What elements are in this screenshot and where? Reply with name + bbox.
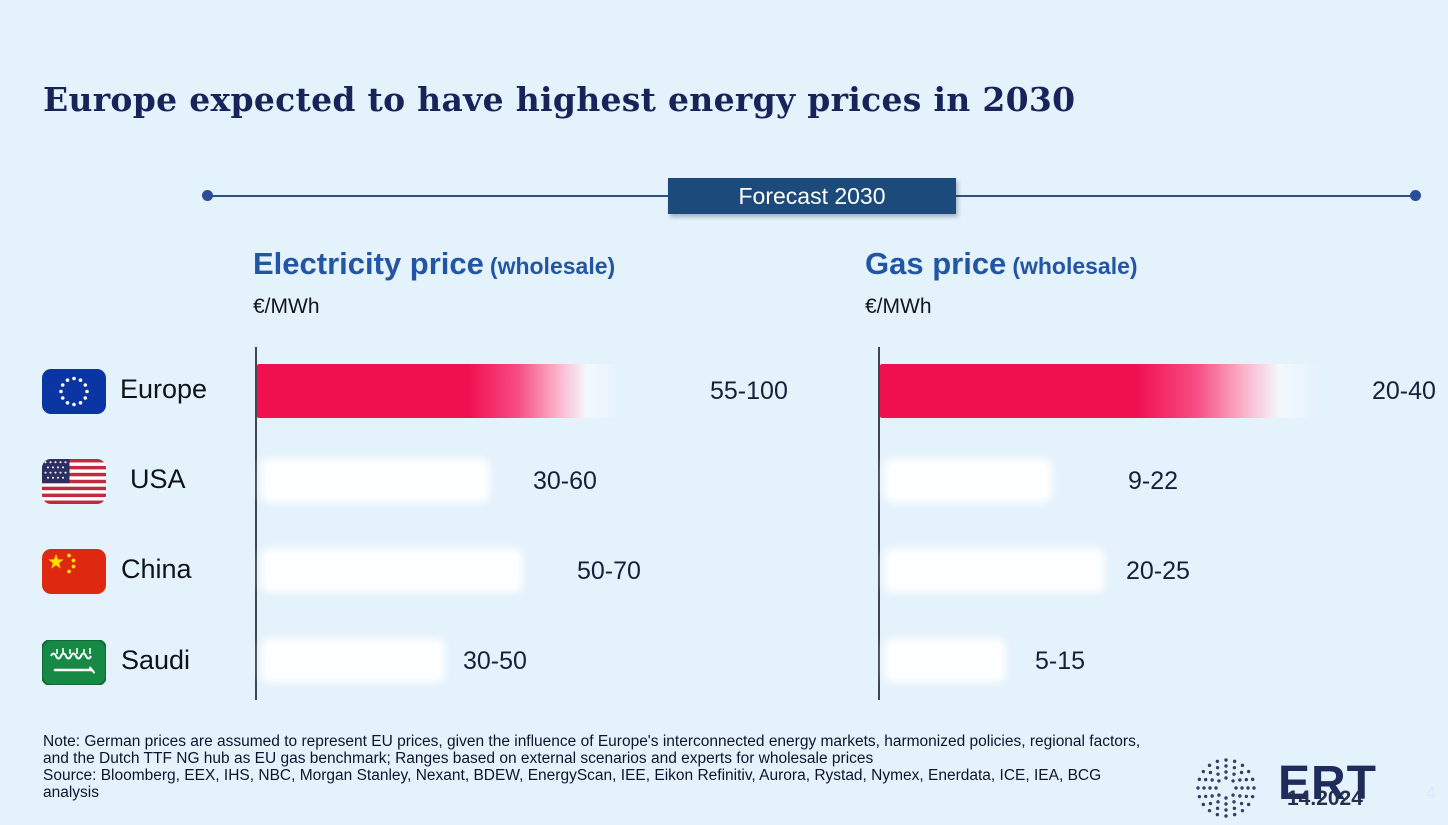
gas-value-europe: 20-40 — [1372, 377, 1436, 405]
gas-unit-label: €/MWh — [865, 295, 932, 318]
gas-value-saudi: 5-15 — [1035, 647, 1086, 675]
forecast-banner: Forecast 2030 — [668, 178, 956, 214]
gas-bar-saudi — [884, 638, 1006, 683]
ert-logo-dots-icon — [1196, 758, 1256, 818]
footer-note-line-2: and the Dutch TTF NG hub as EU gas bench… — [43, 750, 874, 767]
footer-note-line-1: Note: German prices are assumed to repre… — [43, 733, 1141, 750]
electricity-axis — [255, 347, 257, 700]
usa-flag-icon — [42, 459, 106, 504]
page-number: 4 — [1426, 783, 1437, 803]
row-label-saudi: Saudi — [121, 645, 191, 675]
electricity-value-europe: 55-100 — [710, 377, 788, 405]
timeline-dot-right-icon — [1410, 190, 1421, 201]
china-flag-icon — [42, 549, 106, 594]
gas-bar-china — [884, 548, 1105, 593]
electricity-chart-subtitle: (wholesale) — [489, 253, 616, 279]
electricity-chart-title: Electricity price — [253, 246, 484, 281]
timeline-dot-left-icon — [202, 190, 213, 201]
electricity-bar-saudi — [261, 638, 445, 683]
saudi-flag-icon — [42, 640, 106, 685]
gas-value-usa: 9-22 — [1128, 467, 1179, 495]
footer-source-line-2: analysis — [43, 784, 99, 801]
gas-chart-title: Gas price — [865, 246, 1007, 281]
row-label-china: China — [121, 554, 192, 584]
ert-logo-text: ERT — [1278, 757, 1377, 810]
electricity-value-china: 50-70 — [577, 557, 641, 585]
date-watermark: 14.2024 — [1287, 787, 1363, 810]
electricity-bar-usa — [261, 458, 490, 503]
gas-bar-europe — [880, 364, 1320, 418]
gas-chart-header: Gas price (wholesale) — [865, 246, 1138, 282]
gas-value-china: 20-25 — [1126, 557, 1190, 585]
page-title: Europe expected to have highest energy p… — [43, 80, 1076, 119]
row-label-europe: Europe — [120, 374, 208, 404]
eu-flag-icon — [42, 369, 106, 414]
electricity-unit-label: €/MWh — [253, 295, 320, 318]
electricity-value-usa: 30-60 — [533, 467, 597, 495]
gas-chart-subtitle: (wholesale) — [1012, 253, 1138, 279]
electricity-chart-header: Electricity price (wholesale) — [253, 246, 615, 282]
row-label-usa: USA — [130, 464, 186, 494]
footer-source-line-1: Source: Bloomberg, EEX, IHS, NBC, Morgan… — [43, 767, 1102, 784]
gas-bar-usa — [884, 458, 1052, 503]
gas-axis — [878, 347, 880, 700]
electricity-value-saudi: 30-50 — [463, 647, 527, 675]
electricity-bar-china — [261, 548, 523, 593]
electricity-bar-europe — [257, 364, 620, 418]
